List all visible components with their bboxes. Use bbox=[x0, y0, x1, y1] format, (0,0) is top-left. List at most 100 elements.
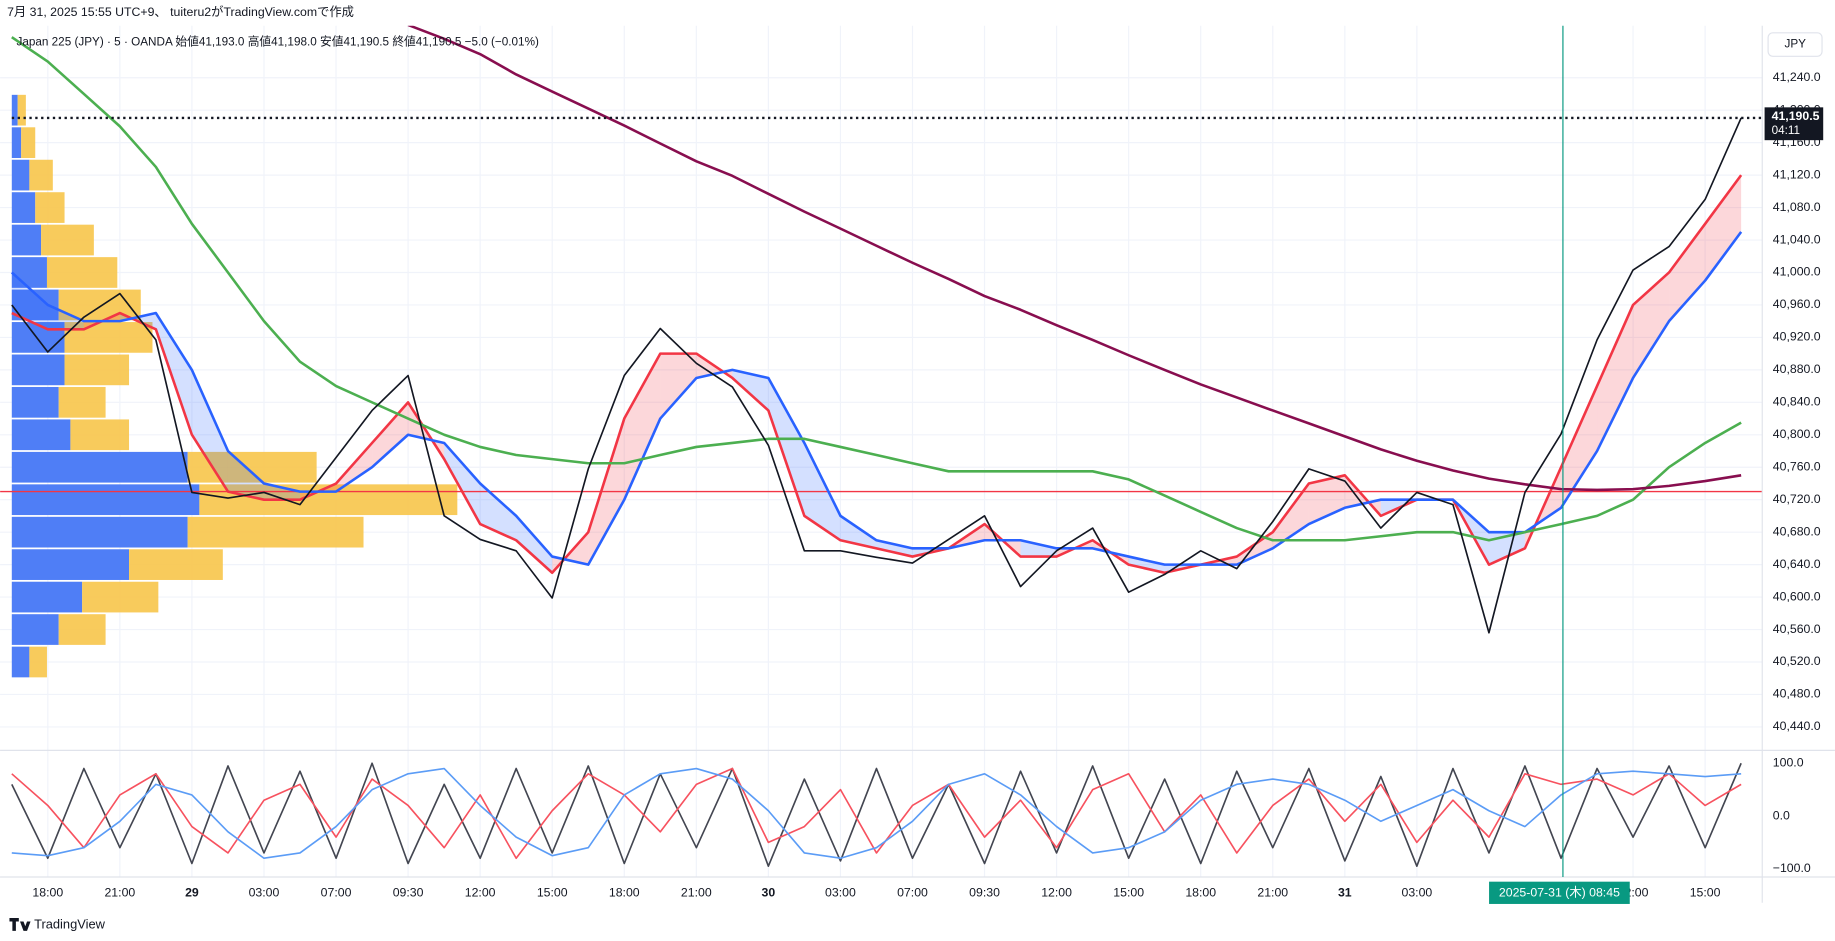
main-pane bbox=[0, 25, 1763, 678]
oscillator-pane bbox=[11, 762, 1742, 868]
header: 7月 31, 2025 15:55 UTC+9、 tuiteru2がTradin… bbox=[7, 4, 354, 19]
y-tick-label: 40,800.0 bbox=[1773, 427, 1821, 441]
volume-sell bbox=[199, 484, 458, 516]
ma-cloud bbox=[768, 377, 805, 516]
y-tick-label: 41,240.0 bbox=[1773, 70, 1821, 84]
series-line bbox=[11, 117, 1742, 634]
x-tick-label: 09:30 bbox=[393, 886, 424, 900]
y-tick-label: 40,720.0 bbox=[1773, 492, 1821, 506]
ma-cloud bbox=[1597, 304, 1634, 452]
volume-buy bbox=[11, 192, 36, 223]
x-tick-label: 12:00 bbox=[465, 886, 496, 900]
volume-sell bbox=[187, 451, 317, 483]
volume-buy bbox=[11, 94, 18, 126]
x-tick-label: 18:00 bbox=[1185, 886, 1216, 900]
overlays: 41,190.504:11 bbox=[11, 107, 1824, 141]
volume-buy bbox=[11, 516, 188, 548]
y-tick-label: 40,920.0 bbox=[1773, 330, 1821, 344]
ma-cloud bbox=[876, 540, 913, 557]
series-line bbox=[11, 762, 1742, 868]
ma-cloud bbox=[1020, 540, 1057, 557]
volume-sell bbox=[35, 192, 65, 223]
series-line bbox=[407, 25, 1742, 492]
volume-buy bbox=[11, 614, 59, 645]
ma-cloud bbox=[840, 515, 877, 549]
y-tick-label: 100.0 bbox=[1773, 756, 1804, 770]
ma-cloud bbox=[1308, 475, 1345, 525]
x-tick-label: 21:00 bbox=[1257, 886, 1288, 900]
y-tick-label: 40,880.0 bbox=[1773, 362, 1821, 376]
ma-cloud bbox=[732, 369, 769, 411]
x-tick-label: 15:00 bbox=[1690, 886, 1721, 900]
y-tick-label: 40,640.0 bbox=[1773, 557, 1821, 571]
ma-cloud bbox=[1705, 175, 1742, 281]
ma-cloud bbox=[1633, 272, 1670, 378]
grid bbox=[0, 25, 1763, 877]
volume-buy bbox=[11, 549, 130, 580]
volume-sell bbox=[21, 127, 36, 158]
volume-sell bbox=[187, 516, 364, 548]
ma-cloud bbox=[47, 304, 84, 330]
y-tick-label: 40,760.0 bbox=[1773, 459, 1821, 473]
ma-cloud bbox=[336, 442, 373, 492]
y-tick-label: 0.0 bbox=[1773, 808, 1790, 822]
y-tick-label: 41,080.0 bbox=[1773, 200, 1821, 214]
ma-cloud bbox=[191, 369, 228, 492]
volume-buy bbox=[11, 484, 200, 516]
series-line bbox=[10, 231, 1743, 566]
y-tick-label: 40,480.0 bbox=[1773, 687, 1821, 701]
y-tick-label: 40,600.0 bbox=[1773, 589, 1821, 603]
y-tick-label: 40,840.0 bbox=[1773, 395, 1821, 409]
series-line bbox=[11, 36, 1742, 542]
volume-sell bbox=[29, 646, 47, 678]
x-tick-label: 30 bbox=[762, 886, 776, 900]
ma-cloud bbox=[1669, 223, 1706, 322]
volume-sell bbox=[29, 159, 53, 191]
volume-buy bbox=[11, 386, 59, 418]
volume-sell bbox=[17, 94, 26, 126]
y-tick-label: 40,960.0 bbox=[1773, 297, 1821, 311]
x-tick-label: 03:00 bbox=[1401, 886, 1432, 900]
volume-buy bbox=[11, 451, 188, 483]
countdown: 04:11 bbox=[1772, 124, 1800, 137]
volume-sell bbox=[58, 614, 106, 645]
last-price-label: 41,190.5 bbox=[1772, 109, 1820, 123]
volume-buy bbox=[11, 159, 30, 191]
volume-buy bbox=[11, 127, 22, 158]
x-tick-label: 03:00 bbox=[249, 886, 280, 900]
volume-sell bbox=[82, 581, 159, 613]
volume-buy bbox=[11, 322, 65, 353]
series-line bbox=[11, 767, 1742, 860]
ma-cloud bbox=[1272, 483, 1309, 549]
y-tick-label: −100.0 bbox=[1773, 861, 1811, 875]
x-tick-label: 18:00 bbox=[609, 886, 640, 900]
volume-sell bbox=[41, 224, 94, 256]
last-price-badge bbox=[1764, 107, 1824, 141]
x-tick-label: 21:00 bbox=[104, 886, 135, 900]
volume-sell bbox=[129, 549, 223, 580]
volume-buy bbox=[11, 224, 42, 256]
x-tick-label: 21:00 bbox=[681, 886, 712, 900]
y-tick-label: 41,120.0 bbox=[1773, 167, 1821, 181]
currency[interactable]: JPY bbox=[1785, 38, 1807, 51]
ma-cloud bbox=[1128, 556, 1165, 573]
ma-cloud bbox=[516, 515, 553, 573]
y-tick-label: 41,040.0 bbox=[1773, 232, 1821, 246]
x-tick-label: 18:00 bbox=[32, 886, 63, 900]
logo bbox=[9, 918, 31, 931]
x-tick-label: 07:00 bbox=[321, 886, 352, 900]
volume-sell bbox=[64, 322, 153, 353]
y-tick-label: 40,680.0 bbox=[1773, 524, 1821, 538]
y-tick-label: 40,560.0 bbox=[1773, 622, 1821, 636]
y-tick-label: 40,520.0 bbox=[1773, 654, 1821, 668]
currency-button[interactable] bbox=[1767, 32, 1823, 57]
x-tick-label: 29 bbox=[185, 886, 199, 900]
ma-cloud bbox=[480, 483, 517, 541]
volume-sell bbox=[64, 354, 130, 386]
crosshair-time-label: 2025-07-31 (木) 08:45 bbox=[1499, 886, 1620, 900]
symbol-legend: Japan 225 (JPY) · 5 · OANDA 始値41,193.0 高… bbox=[16, 34, 539, 48]
crosshair-time-box bbox=[1489, 881, 1630, 904]
ma-cloud bbox=[1560, 386, 1598, 508]
x-tick-label: 31 bbox=[1338, 886, 1352, 900]
